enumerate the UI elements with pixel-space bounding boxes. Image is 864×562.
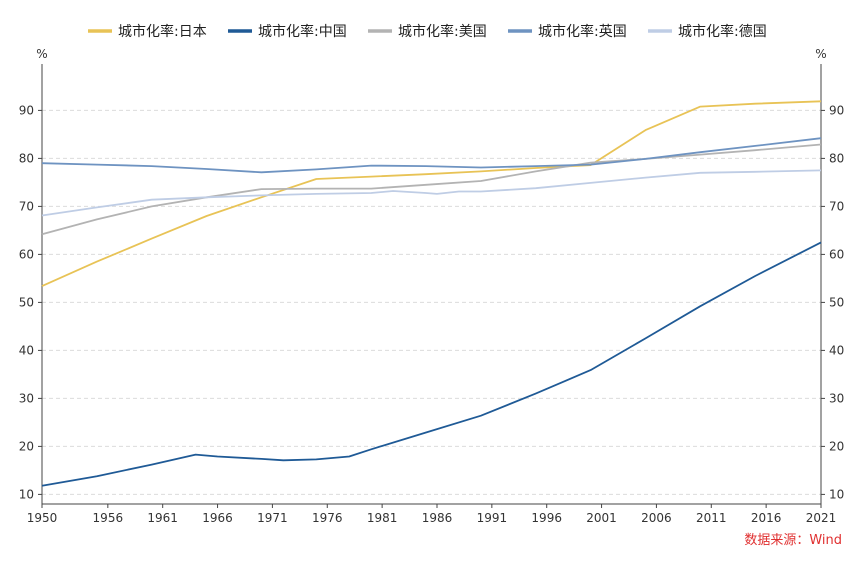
x-tick-label: 1956 — [93, 511, 124, 525]
y-tick-label-right: 50 — [829, 295, 844, 309]
y-tick-label-right: 30 — [829, 391, 844, 405]
x-tick-label: 1996 — [531, 511, 562, 525]
x-tick-label: 1976 — [312, 511, 343, 525]
x-tick-label: 1981 — [367, 511, 398, 525]
x-tick-label: 2006 — [641, 511, 672, 525]
x-tick-label: 1971 — [257, 511, 288, 525]
legend-label: 城市化率:美国 — [398, 23, 487, 40]
legend-label: 城市化率:德国 — [678, 23, 767, 40]
y-tick-label-left: 20 — [19, 439, 34, 453]
y-tick-label-left: 70 — [19, 199, 34, 213]
y-tick-label-right: 20 — [829, 439, 844, 453]
y-tick-label-left: 60 — [19, 247, 34, 261]
x-tick-label: 1986 — [422, 511, 453, 525]
y-tick-label-left: 10 — [19, 487, 34, 501]
y-tick-label-left: 90 — [19, 103, 34, 117]
y-tick-label-right: 90 — [829, 103, 844, 117]
y-unit-right: % — [815, 47, 826, 61]
x-tick-label: 1961 — [147, 511, 178, 525]
series-line — [41, 241, 822, 487]
y-tick-label-left: 40 — [19, 343, 34, 357]
y-tick-label-right: 40 — [829, 343, 844, 357]
y-tick-label-left: 80 — [19, 151, 34, 165]
y-tick-label-left: 50 — [19, 295, 34, 309]
x-tick-label: 2016 — [751, 511, 782, 525]
source-note: 数据来源：Wind — [744, 533, 842, 548]
y-tick-label-right: 60 — [829, 247, 844, 261]
y-tick-label-right: 80 — [829, 151, 844, 165]
legend-label: 城市化率:中国 — [258, 23, 347, 40]
legend-label: 城市化率:日本 — [118, 23, 207, 40]
y-tick-label-right: 10 — [829, 487, 844, 501]
x-tick-label: 2021 — [806, 511, 837, 525]
x-tick-label: 2011 — [696, 511, 727, 525]
y-unit-left: % — [36, 47, 47, 61]
y-tick-label-right: 70 — [829, 199, 844, 213]
legend-label: 城市化率:英国 — [538, 23, 627, 40]
series-line — [41, 169, 822, 217]
series-line — [41, 143, 822, 236]
x-tick-label: 1991 — [477, 511, 508, 525]
legend: 城市化率:日本 城市化率:中国 城市化率:美国 城市化率:英国 城市化率:德国 — [88, 23, 767, 40]
x-tick-label: 2001 — [586, 511, 617, 525]
x-tick-label: 1966 — [202, 511, 233, 525]
x-tick-label: 1950 — [27, 511, 58, 525]
series-line — [41, 137, 822, 174]
series-line — [41, 100, 822, 287]
y-tick-label-left: 30 — [19, 391, 34, 405]
